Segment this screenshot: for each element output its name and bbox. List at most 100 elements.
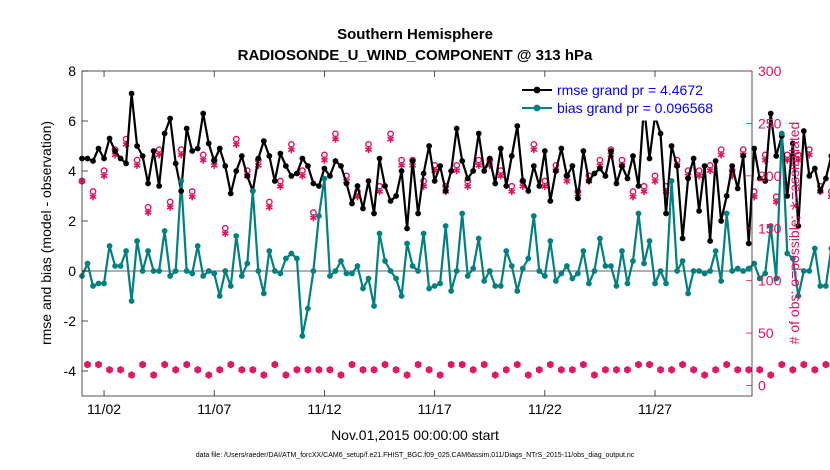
obs-assimilated-marker [645,360,654,369]
obs-assimilated-marker [166,203,174,211]
bias-point [541,273,548,279]
bias-point [574,270,581,277]
bias-point [305,305,311,312]
bias-point [178,178,185,184]
rmse-point [811,165,818,172]
obs-assimilated-marker [117,366,125,374]
bias-point [784,250,791,257]
bias-point [822,283,829,289]
bias-point [376,230,383,237]
bias-point [123,248,129,254]
rmse-point [784,193,791,199]
rmse-point [189,148,196,154]
rmse-point [183,125,190,132]
obs-assimilated-marker [133,161,141,169]
obs-assimilated-marker [690,366,698,374]
rmse-point [492,180,499,187]
bias-point [663,280,669,287]
bias-point [696,268,703,274]
bias-point [536,268,543,274]
bias-point [161,228,168,234]
obs-assimilated-marker [794,156,802,164]
bias-point [117,263,124,269]
rmse-point [365,178,372,184]
bias-point [128,298,135,304]
obs-assimilated-marker [717,151,725,159]
bias-point [255,268,262,274]
bias-point [514,288,521,294]
bias-point [486,268,493,274]
obs-assimilated-marker [359,366,367,374]
bias-point [464,273,471,279]
bias-point [200,273,207,279]
obs-assimilated-marker [623,366,631,374]
bias-point [657,268,664,274]
bias-point [679,258,686,264]
x-tick-label: 11/02 [87,401,121,417]
x-tick-label: 11/07 [197,401,231,417]
rmse-point [756,175,763,182]
obs-assimilated-marker [271,360,279,369]
rmse-point [310,180,317,187]
bias-point [227,283,234,289]
y-tick-label-right: 0 [758,378,766,394]
rmse-point [679,235,686,242]
rmse-point [448,168,455,174]
obs-assimilated-marker [276,182,284,190]
rmse-point [277,150,284,157]
obs-assimilated-marker [172,366,180,374]
y-tick-label-right: 200 [758,168,782,184]
rmse-point [580,148,587,154]
bias-point [745,265,752,272]
rmse-point [260,138,267,144]
obs-assimilated-marker [403,371,411,379]
bias-point [101,280,107,287]
rmse-point [123,160,129,167]
obs-assimilated-marker [205,371,213,379]
bias-point [354,263,361,269]
bias-point [321,175,328,182]
bias-point [558,270,565,277]
bias-point [795,293,802,299]
rmse-point [817,188,824,194]
rmse-point [514,123,521,129]
rmse-point [305,163,311,169]
y-tick-label-right: 150 [758,220,782,236]
rmse-point [409,158,416,164]
obs-assimilated-marker [497,172,505,180]
obs-assimilated-marker [326,366,334,374]
bias-point [282,255,289,262]
bias-point [90,283,96,289]
obs-assimilated-marker [822,360,830,369]
bias-point [652,280,658,287]
bias-point [183,268,190,274]
y-axis-left: -4 -2 0 2 4 6 8 [64,63,88,379]
bias-point [222,268,229,274]
obs-assimilated-marker [150,371,158,379]
rmse-point [729,163,736,169]
bias-point [431,283,438,289]
obs-assimilated-marker [706,166,714,175]
bias-point [260,290,267,297]
legend-bias-marker [533,104,541,112]
obs-assimilated-marker [376,187,384,196]
rmse-point [112,148,118,154]
bias-point [668,178,675,184]
chart-title: Southern Hemisphere [337,26,493,43]
rmse-point [486,155,493,162]
bias-point [453,268,460,274]
obs-assimilated-marker [100,172,108,180]
bias-point [773,275,780,282]
rmse-point [205,140,212,147]
obs-assimilated-marker [370,366,378,374]
bias-point [492,283,499,289]
bias-point [211,270,218,277]
obs-assimilated-marker [227,360,235,369]
obs-assimilated-marker [260,371,268,379]
obs-assimilated-marker [629,193,637,201]
obs-assimilated-marker [304,366,312,374]
bias-point [778,130,785,137]
rmse-point [508,153,515,159]
rmse-point [723,193,730,199]
obs-assimilated-marker [745,366,753,374]
